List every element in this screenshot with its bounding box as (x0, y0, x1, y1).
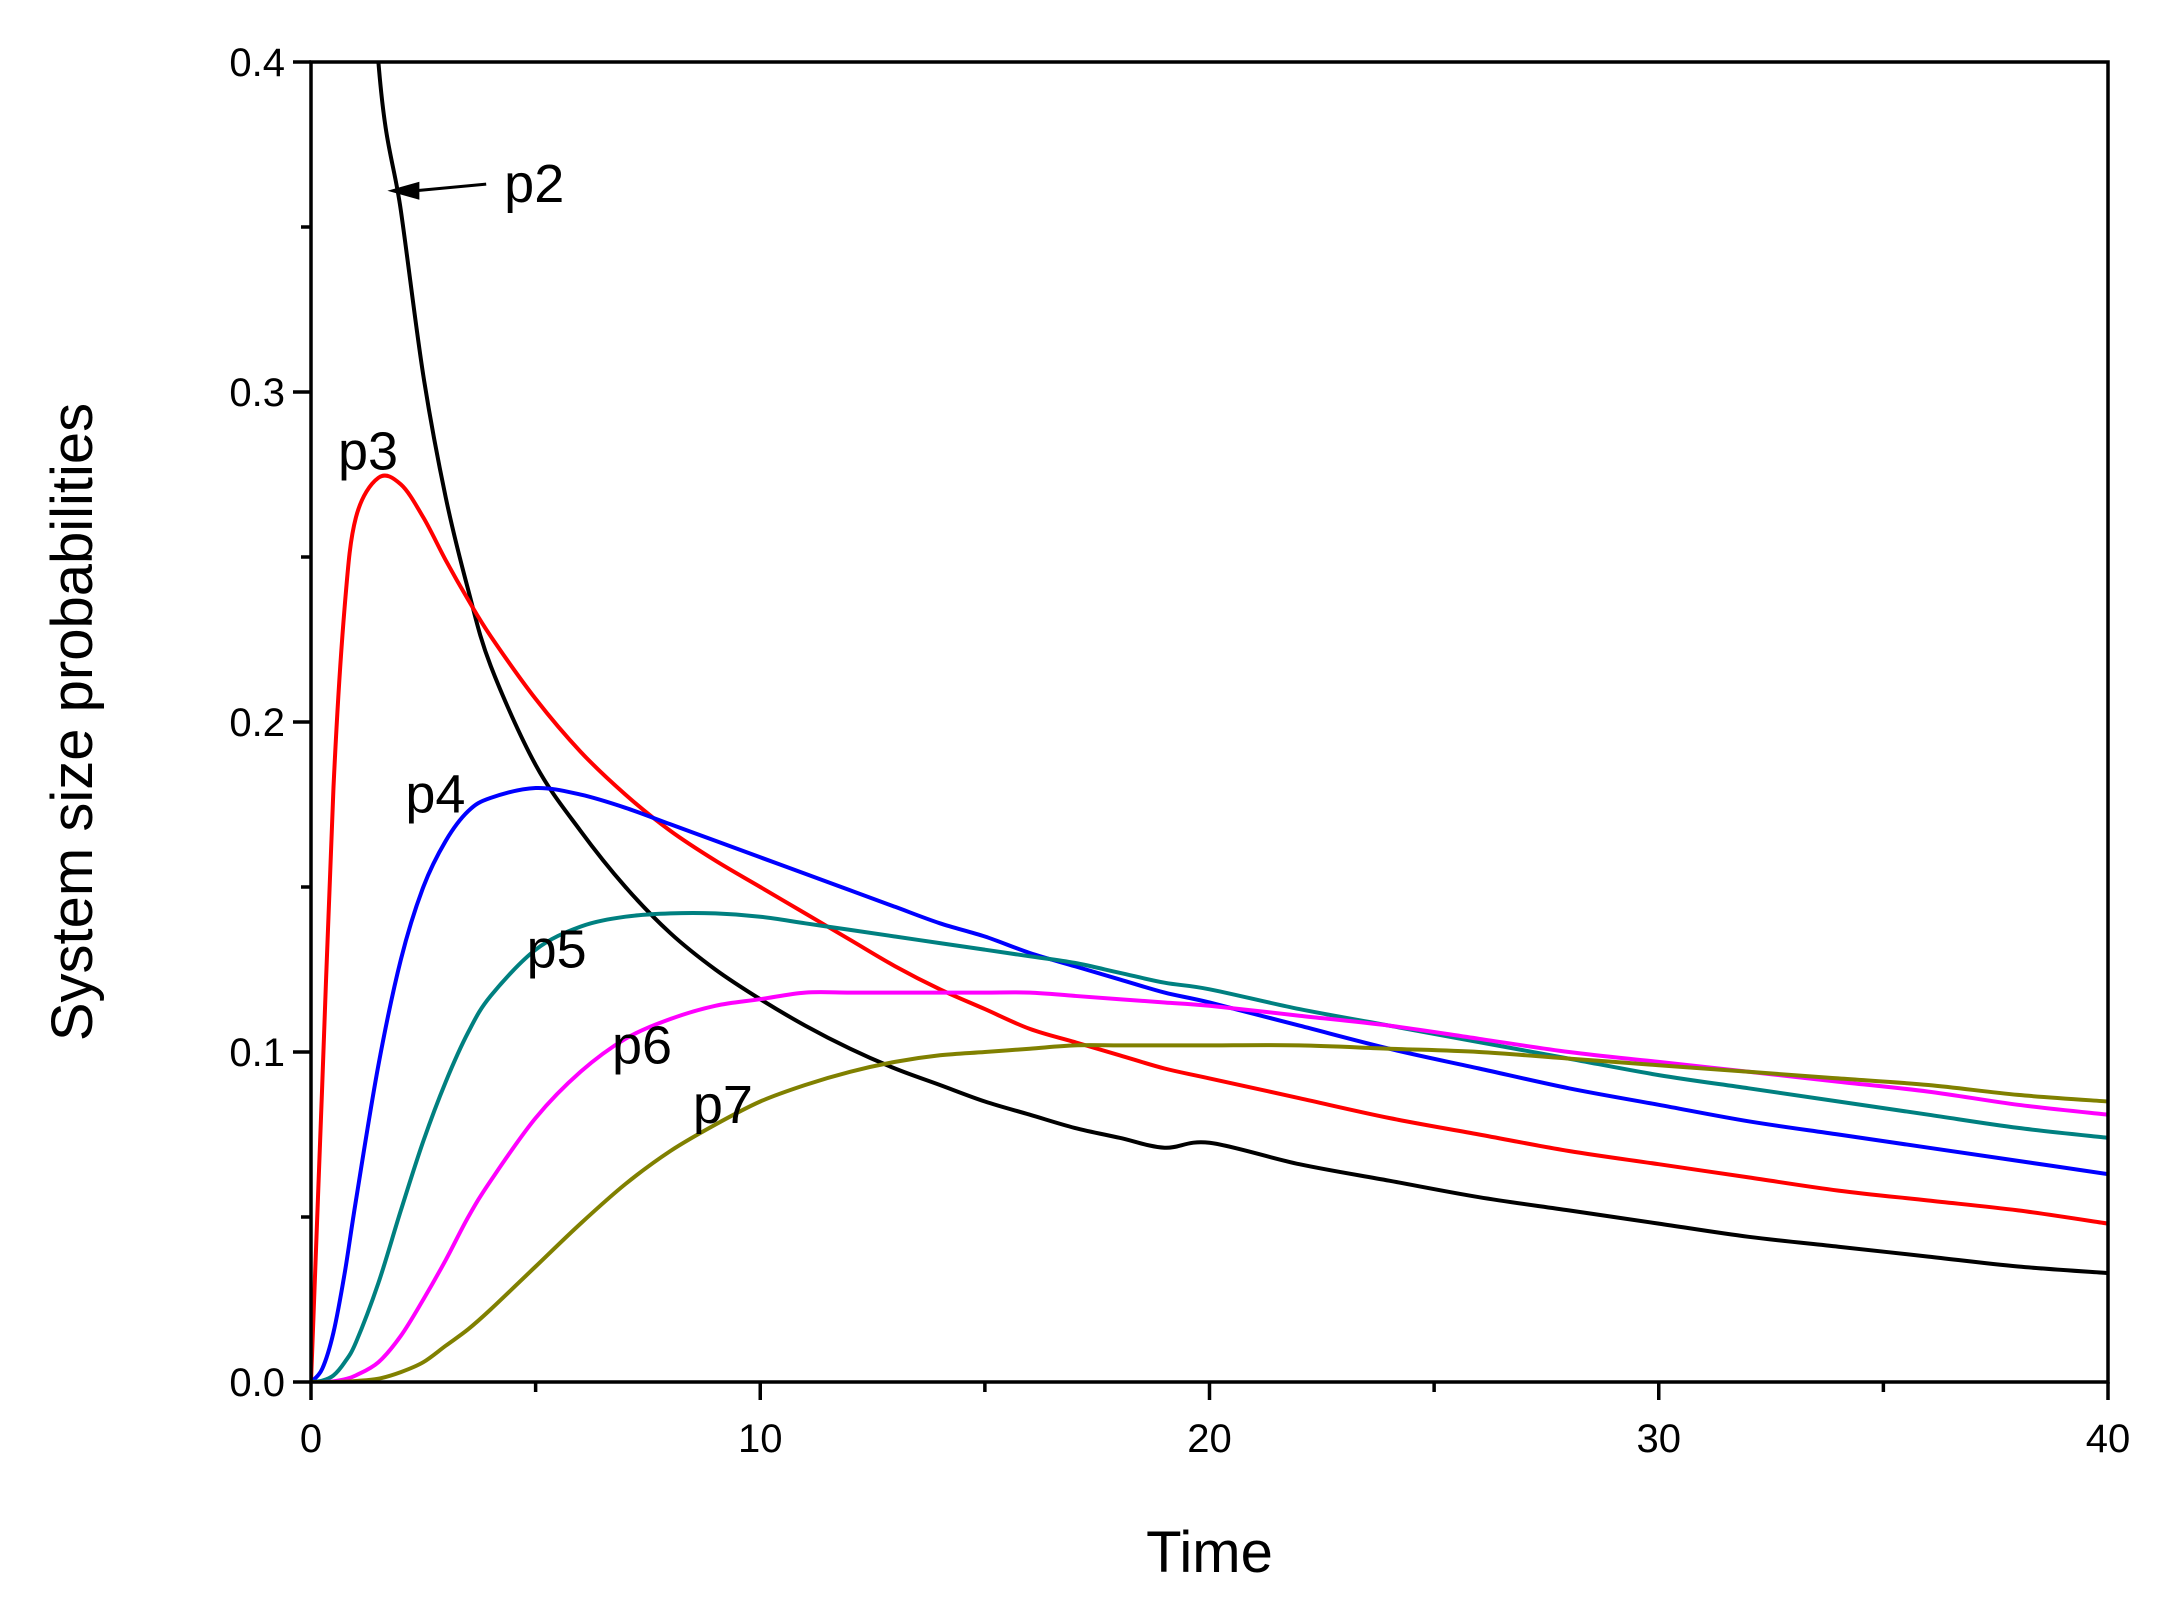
labels-layer: 0 10 20 30 40 0.0 0.1 0.2 0.3 0.4 Time System size … (40, 41, 2130, 1585)
x-tick-label: 10 (738, 1417, 783, 1461)
series-label-p3: p3 (338, 421, 398, 481)
series-label-p7: p7 (693, 1075, 753, 1135)
annotation-arrow-shaft (415, 182, 487, 193)
y-tick-label: 0.4 (229, 41, 285, 85)
x-tick-label: 0 (300, 1417, 322, 1461)
y-tick-label: 0.3 (229, 371, 285, 415)
series-label-p4: p4 (405, 765, 465, 825)
series-label-p6: p6 (612, 1015, 672, 1075)
series-line-p7 (311, 1043, 2108, 1382)
x-axis-title: Time (1146, 1520, 1273, 1585)
series-layer (311, 62, 2108, 1382)
annotation-layer: p2 p3 p4 p5 p6 p7 (338, 154, 753, 1135)
axes-layer (309, 60, 2110, 1384)
series-line-p4 (311, 785, 2108, 1382)
x-tick-label: 40 (2086, 1417, 2131, 1461)
x-tick-label: 30 (1637, 1417, 1682, 1461)
series-line-p2 (376, 62, 2108, 1276)
series-label-p2: p2 (504, 154, 564, 214)
y-tick-label: 0.1 (229, 1031, 285, 1075)
series-line-p6 (311, 990, 2108, 1382)
series-line-p5 (311, 910, 2108, 1382)
y-axis-title: System size probabilities (40, 403, 105, 1041)
plot-frame (309, 60, 2110, 1384)
y-tick-label: 0.2 (229, 701, 285, 745)
ticks-layer (293, 60, 2110, 1400)
x-tick-label: 20 (1187, 1417, 1232, 1461)
series-label-p5: p5 (527, 920, 587, 980)
annotation-arrow-head (387, 181, 420, 200)
y-tick-label: 0.0 (229, 1361, 285, 1405)
